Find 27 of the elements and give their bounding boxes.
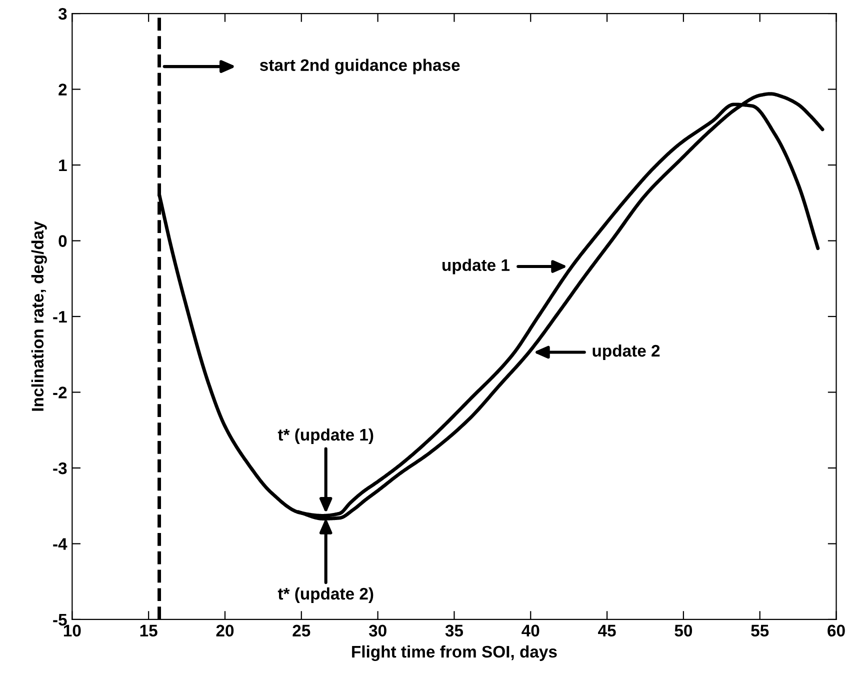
x-tick-label: 40 — [522, 624, 540, 637]
y-tick-label: 2 — [58, 84, 67, 96]
y-tick-label: -5 — [53, 614, 67, 626]
annotation: t* (update 2) — [278, 587, 374, 603]
x-tick-label: 45 — [598, 624, 616, 637]
y-tick-label: -1 — [53, 311, 67, 323]
x-tick-label: 35 — [445, 624, 464, 637]
x-tick-label: 30 — [368, 624, 386, 637]
x-tick-label: 50 — [674, 624, 692, 637]
annotation: update 1 — [442, 258, 510, 274]
y-tick-label: 1 — [59, 160, 67, 172]
y-tick-label: -3 — [53, 462, 67, 474]
annotation: start 2nd guidance phase — [260, 58, 460, 74]
y-tick-label: -2 — [53, 386, 67, 398]
x-tick-label: 10 — [64, 624, 81, 637]
y-tick-label: -4 — [53, 538, 68, 550]
x-tick-label: 20 — [216, 624, 234, 637]
x-tick-label: 25 — [292, 624, 310, 637]
y-tick-label: 3 — [58, 8, 67, 20]
x-tick-label: 55 — [751, 624, 769, 637]
y-axis-title: Inclination rate, deg/day — [31, 221, 47, 411]
annotation: update 2 — [592, 344, 660, 360]
x-tick-label: 15 — [140, 624, 158, 637]
x-tick-label: 60 — [828, 624, 845, 637]
annotation: t* (update 1) — [278, 428, 374, 444]
y-tick-label: 0 — [58, 235, 67, 247]
x-axis-title: Flight time from SOI, days — [352, 645, 557, 662]
